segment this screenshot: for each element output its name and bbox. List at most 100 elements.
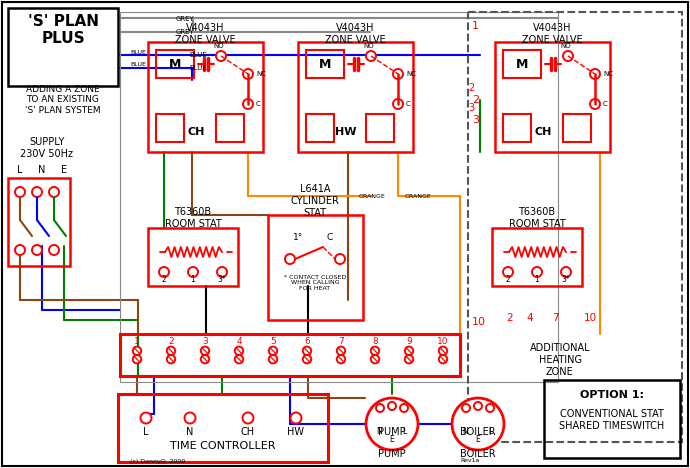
Circle shape (159, 267, 169, 277)
Text: BLUE: BLUE (189, 65, 207, 71)
Text: C: C (603, 101, 608, 107)
Circle shape (285, 254, 295, 264)
Bar (366, 114, 394, 142)
Text: C: C (256, 101, 261, 107)
Circle shape (335, 254, 345, 264)
Circle shape (167, 355, 175, 363)
Text: PUMP: PUMP (378, 449, 406, 459)
Bar (544, 380, 680, 458)
Circle shape (561, 267, 571, 277)
Circle shape (376, 404, 384, 412)
Circle shape (439, 355, 447, 363)
Text: V4043H
ZONE VALVE: V4043H ZONE VALVE (325, 23, 385, 45)
Circle shape (503, 267, 513, 277)
Text: L: L (17, 165, 23, 175)
Text: E: E (475, 434, 480, 444)
Circle shape (532, 267, 542, 277)
Circle shape (188, 267, 198, 277)
Circle shape (132, 355, 141, 363)
Bar (563, 114, 591, 142)
Circle shape (216, 51, 226, 61)
Text: BOILER: BOILER (460, 449, 496, 459)
Text: T6360B
ROOM STAT: T6360B ROOM STAT (509, 207, 565, 229)
Circle shape (366, 51, 376, 61)
Text: CONVENTIONAL STAT
SHARED TIMESWITCH: CONVENTIONAL STAT SHARED TIMESWITCH (560, 409, 664, 431)
Circle shape (132, 347, 141, 355)
Circle shape (49, 187, 59, 197)
Text: L: L (402, 427, 407, 437)
Text: N: N (39, 165, 46, 175)
Circle shape (393, 69, 403, 79)
Circle shape (235, 347, 243, 355)
Circle shape (337, 355, 345, 363)
Circle shape (269, 347, 277, 355)
Text: 3: 3 (202, 336, 208, 345)
Circle shape (217, 267, 227, 277)
Text: HW: HW (335, 127, 357, 137)
Text: HW: HW (288, 427, 304, 437)
Text: 2: 2 (161, 276, 166, 285)
Text: SUPPLY
230V 50Hz: SUPPLY 230V 50Hz (21, 137, 74, 159)
Bar (306, 50, 344, 78)
Text: ADDITIONAL
HEATING
ZONE: ADDITIONAL HEATING ZONE (530, 344, 591, 377)
Text: N: N (377, 427, 382, 437)
Bar (118, 394, 328, 462)
Text: 1: 1 (134, 336, 140, 345)
Circle shape (303, 347, 311, 355)
Text: Rev1a: Rev1a (460, 459, 480, 463)
Bar (120, 334, 460, 376)
Circle shape (590, 69, 600, 79)
Circle shape (486, 404, 494, 412)
Text: ORANGE: ORANGE (404, 193, 431, 198)
Bar (156, 114, 184, 142)
Text: 7: 7 (552, 313, 558, 323)
Text: 1: 1 (472, 21, 479, 31)
Text: T6360B
ROOM STAT: T6360B ROOM STAT (165, 207, 221, 229)
Text: N: N (186, 427, 194, 437)
Text: 10: 10 (472, 317, 486, 327)
Text: NC: NC (256, 71, 266, 77)
Circle shape (400, 404, 408, 412)
Bar (306, 114, 334, 142)
Text: N: N (462, 427, 468, 437)
Text: L641A
CYLINDER
STAT: L641A CYLINDER STAT (290, 184, 339, 218)
Bar (495, 42, 610, 152)
Text: NC: NC (406, 71, 416, 77)
Text: L: L (489, 427, 493, 437)
Bar (148, 42, 263, 152)
Circle shape (462, 404, 470, 412)
Circle shape (15, 187, 25, 197)
Circle shape (388, 402, 396, 410)
Text: 1: 1 (190, 276, 195, 285)
Text: BLUE: BLUE (189, 52, 207, 58)
Circle shape (243, 99, 253, 109)
Text: NO: NO (561, 43, 571, 49)
Bar (503, 50, 541, 78)
Text: NC: NC (603, 71, 613, 77)
Bar (216, 114, 244, 142)
Text: 5: 5 (270, 336, 276, 345)
Text: NO: NO (214, 43, 224, 49)
Text: (c) DannyO. 2009: (c) DannyO. 2009 (130, 459, 185, 463)
Text: GREY: GREY (176, 29, 195, 35)
Circle shape (243, 69, 253, 79)
Circle shape (32, 245, 42, 255)
Circle shape (201, 355, 209, 363)
Circle shape (337, 347, 345, 355)
Text: E: E (390, 434, 395, 444)
Text: CH: CH (187, 127, 205, 137)
Bar (503, 114, 531, 142)
Bar (8, 8, 118, 86)
Circle shape (563, 51, 573, 61)
Text: 2: 2 (168, 336, 174, 345)
Circle shape (371, 355, 380, 363)
Bar (156, 50, 194, 78)
Circle shape (235, 355, 243, 363)
Text: C: C (327, 233, 333, 241)
Circle shape (303, 355, 311, 363)
Text: 9: 9 (406, 336, 412, 345)
Text: GREY: GREY (176, 16, 195, 22)
Circle shape (405, 355, 413, 363)
Circle shape (269, 355, 277, 363)
Bar (148, 228, 238, 286)
